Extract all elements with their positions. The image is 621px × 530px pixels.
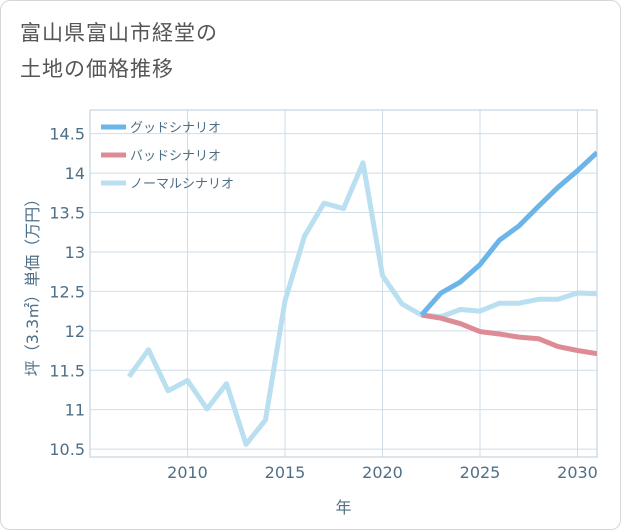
legend-label-2: ノーマルシナリオ [130, 177, 234, 192]
y-tick-label: 12.5 [49, 282, 85, 301]
series-line-2 [126, 160, 597, 447]
x-axis-ticks: 2010 2015 2020 2025 2030 [167, 463, 598, 482]
chart-title: 富山県富山市経堂の 土地の価格推移 [20, 15, 218, 87]
legend-label-1: バッドシナリオ [130, 149, 221, 164]
y-tick-label: 11.5 [49, 361, 85, 380]
x-tick-label: 2020 [362, 463, 403, 482]
x-tick-label: 2030 [557, 463, 598, 482]
series-line-0 [419, 150, 597, 317]
y-tick-label: 11 [65, 401, 85, 420]
y-tick-label: 12 [65, 322, 85, 341]
grid [90, 110, 597, 457]
x-tick-label: 2025 [460, 463, 501, 482]
series-layer [126, 150, 597, 447]
legend-label-0: グッドシナリオ [130, 121, 221, 136]
y-tick-label: 13 [65, 243, 85, 262]
chart-title-line1: 富山県富山市経堂の [20, 21, 218, 45]
x-tick-label: 2015 [265, 463, 306, 482]
y-tick-label: 14.5 [49, 125, 85, 144]
x-tick-label: 2010 [167, 463, 208, 482]
x-axis-label: 年 [335, 498, 351, 517]
y-axis-label: 坪（3.3㎡）単価（万円） [23, 191, 42, 376]
y-axis-ticks: 10.5 11 11.5 12 12.5 13 13.5 14 14.5 [49, 125, 85, 459]
y-tick-label: 14 [65, 164, 85, 183]
y-tick-label: 13.5 [49, 204, 85, 223]
plot-frame [89, 109, 598, 458]
y-tick-label: 10.5 [49, 440, 85, 459]
chart-title-line2: 土地の価格推移 [20, 57, 174, 81]
series-line-1 [421, 312, 597, 357]
